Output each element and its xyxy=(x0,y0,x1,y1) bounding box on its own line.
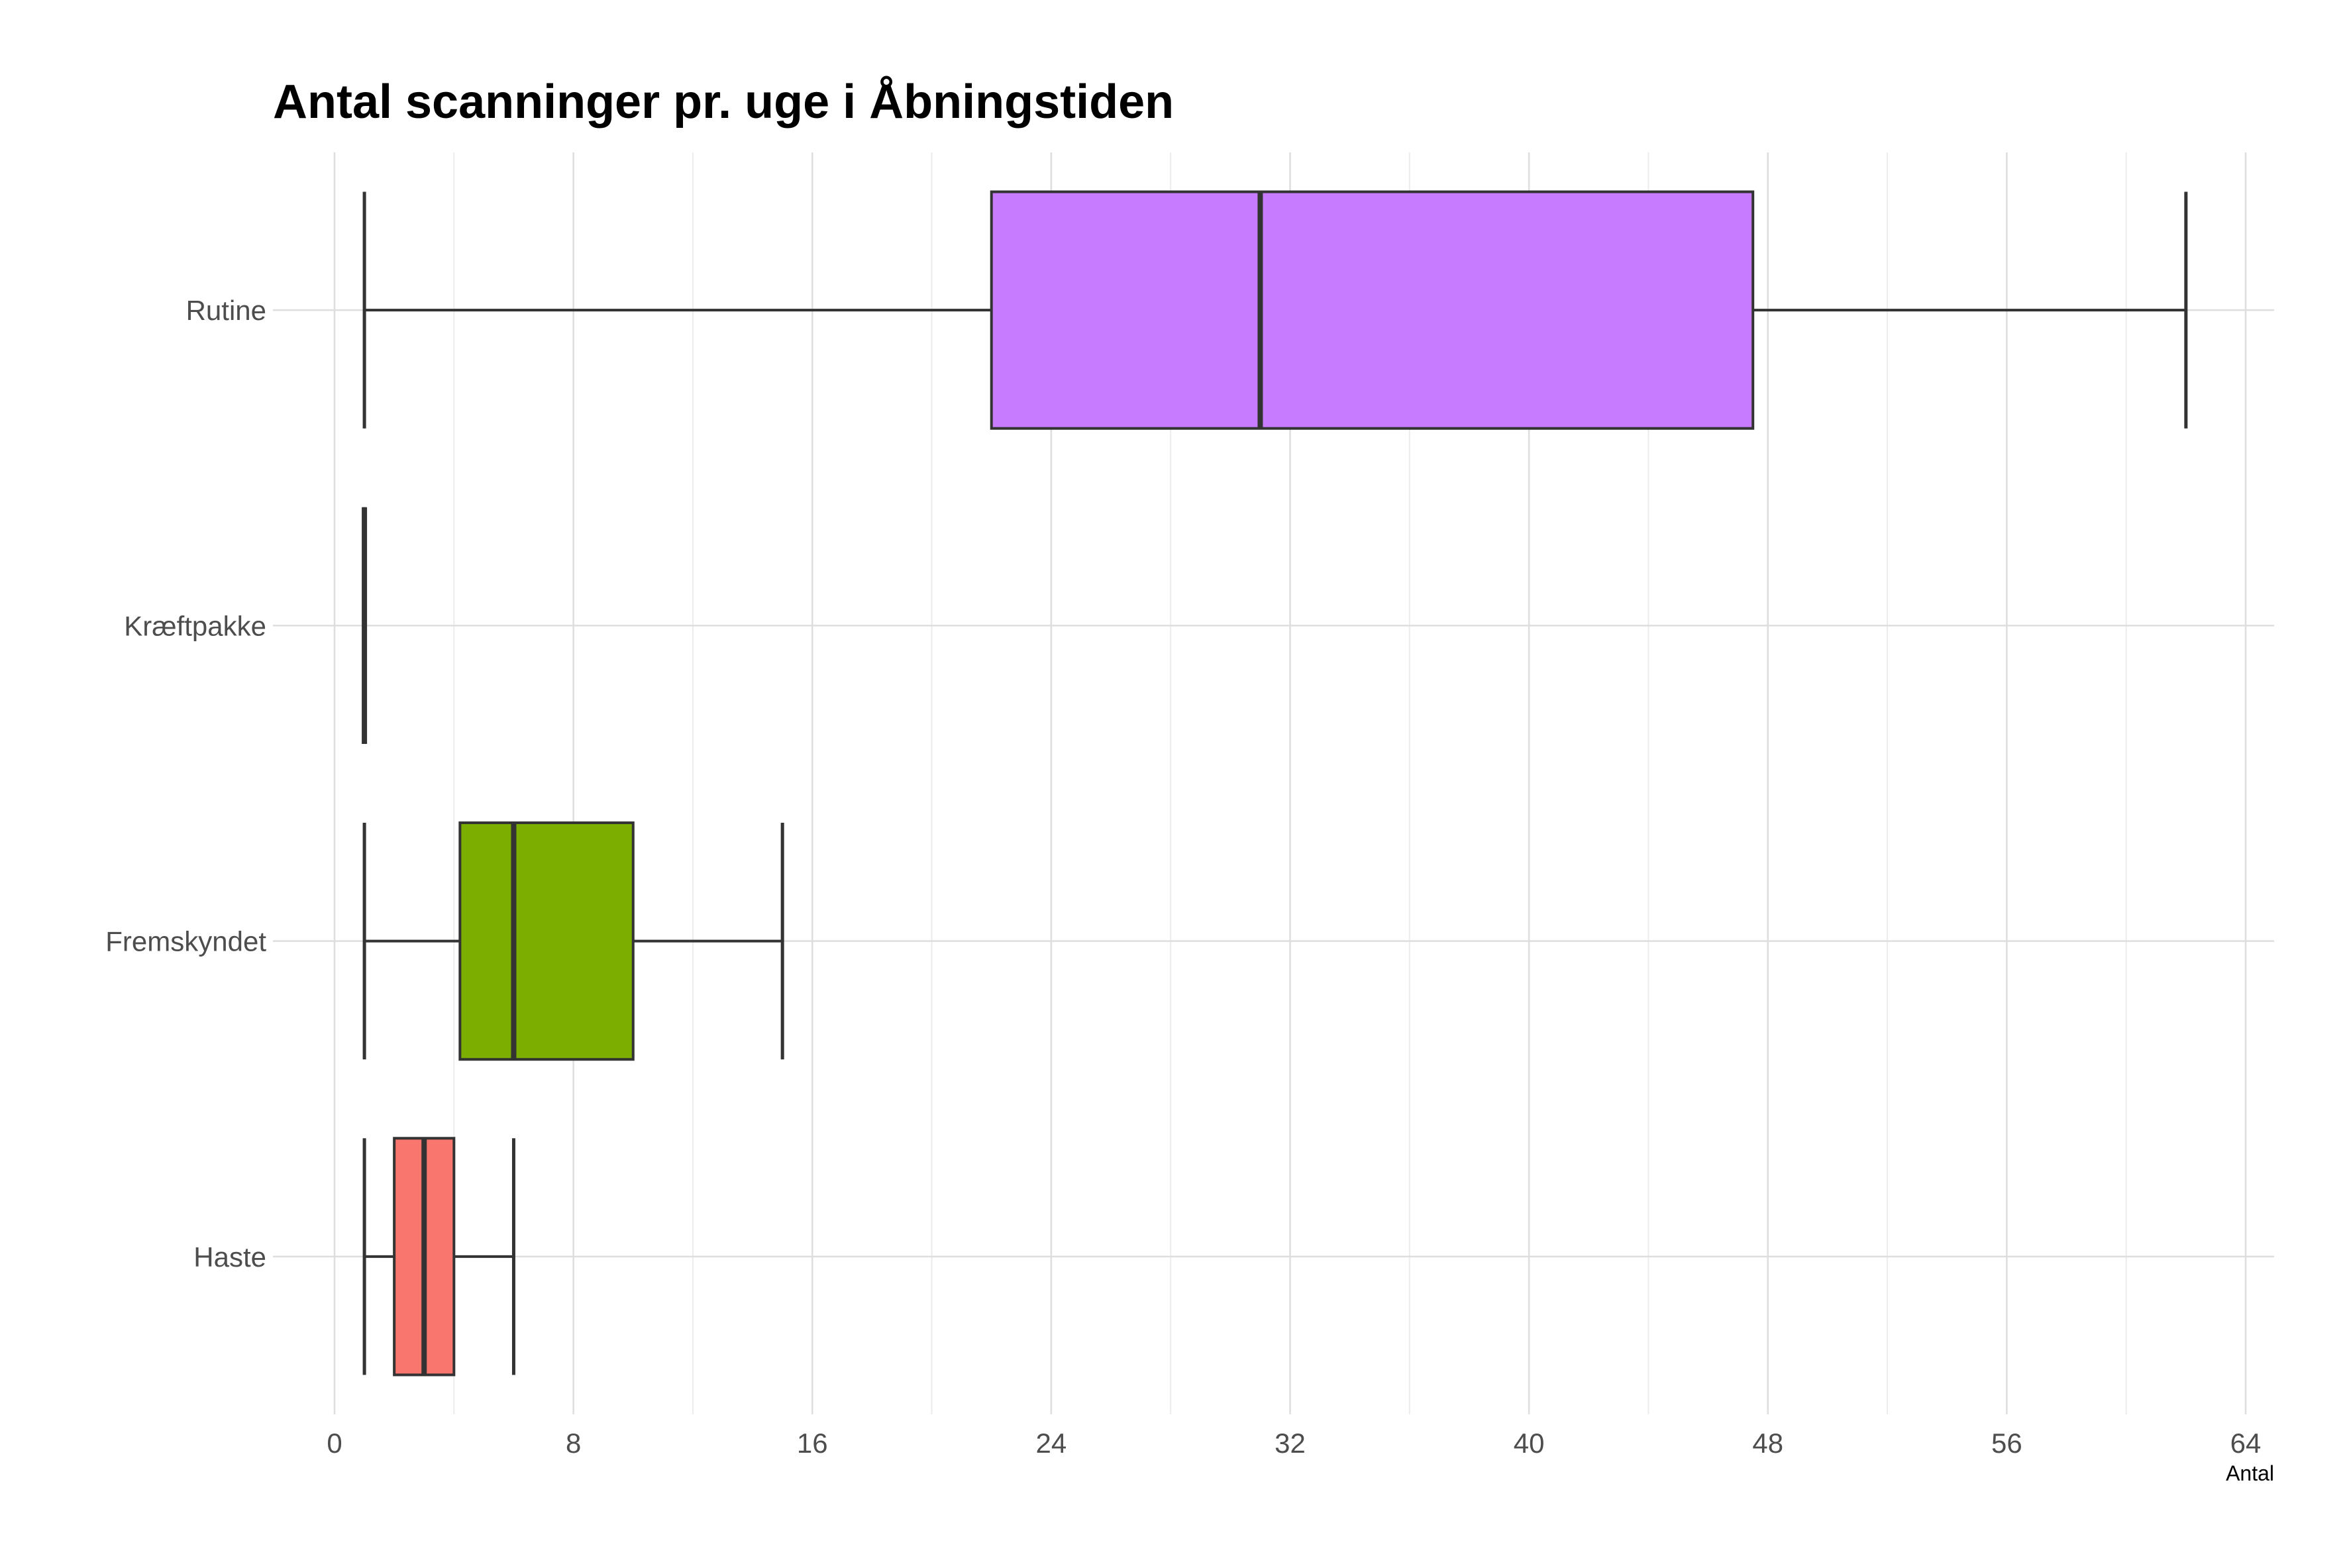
x-tick-label: 24 xyxy=(1036,1428,1067,1459)
chart-title: Antal scanninger pr. uge i Åbningstiden xyxy=(273,76,1174,129)
x-tick-label: 40 xyxy=(1514,1428,1545,1459)
x-tick-label: 8 xyxy=(566,1428,581,1459)
box-haste xyxy=(362,1137,515,1377)
x-tick-label: 48 xyxy=(1752,1428,1783,1459)
box-layer xyxy=(362,190,2188,1377)
x-axis-title: Antal xyxy=(2226,1461,2274,1485)
x-tick-label: 0 xyxy=(327,1428,342,1459)
label-layer: Rutine Kræftpakke Fremskyndet Haste 0 8 16 24 32… xyxy=(105,295,2261,1459)
box-rutine xyxy=(362,190,2188,430)
y-tick-label: Kræftpakke xyxy=(124,610,266,641)
x-tick-label: 56 xyxy=(1991,1428,2022,1459)
x-tick-label: 32 xyxy=(1275,1428,1306,1459)
y-tick-label: Haste xyxy=(193,1241,266,1273)
y-tick-label: Rutine xyxy=(186,295,266,326)
iqr-box xyxy=(990,190,1755,430)
box-fremskyndet xyxy=(362,821,784,1061)
y-tick-label: Fremskyndet xyxy=(105,926,266,957)
iqr-box xyxy=(458,821,635,1061)
x-tick-label: 64 xyxy=(2230,1428,2262,1459)
x-tick-label: 16 xyxy=(797,1428,828,1459)
